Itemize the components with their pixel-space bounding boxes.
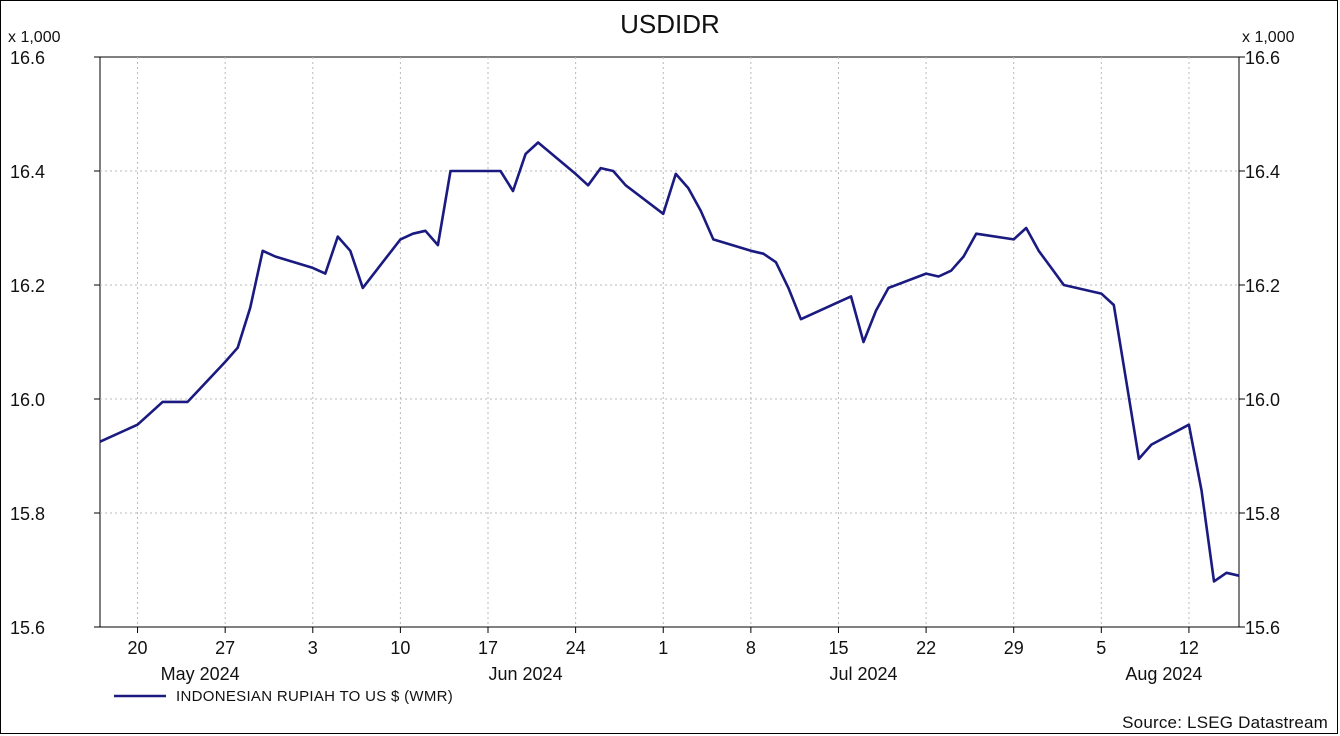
axes: 16.6 16.6 16.4 16.4 16.2 16.2 16.0 16.0 15.8 15.8… — [10, 48, 1280, 684]
legend-label: INDONESIAN RUPIAH TO US $ (WMR) — [176, 688, 453, 705]
y-tick-label-left: 15.6 — [10, 618, 45, 638]
x-tick-label: 8 — [746, 638, 756, 658]
x-tick-label: 1 — [658, 638, 668, 658]
x-month-label: Aug 2024 — [1125, 664, 1202, 684]
gridlines — [100, 57, 1239, 627]
x-tick-label: 17 — [478, 638, 498, 658]
y-tick-label-right: 16.2 — [1245, 276, 1280, 296]
y-tick-label-right: 15.6 — [1245, 618, 1280, 638]
y-tick-label-left: 16.4 — [10, 162, 45, 182]
y-tick-label-left: 15.8 — [10, 504, 45, 524]
x-tick-label: 12 — [1179, 638, 1199, 658]
y-tick-label-right: 16.0 — [1245, 390, 1280, 410]
y-tick-label-right: 15.8 — [1245, 504, 1280, 524]
x-tick-label: 29 — [1004, 638, 1024, 658]
y-tick-label-left: 16.0 — [10, 390, 45, 410]
y-tick-label-right: 16.4 — [1245, 162, 1280, 182]
x-tick-label: 20 — [128, 638, 148, 658]
x-month-label: May 2024 — [161, 664, 240, 684]
series-layer — [99, 141, 1240, 583]
series-line-0 — [99, 141, 1240, 583]
x-month-label: Jul 2024 — [829, 664, 897, 684]
plot-area — [99, 56, 1240, 628]
x-tick-label: 27 — [215, 638, 235, 658]
x-tick-label: 3 — [308, 638, 318, 658]
x-month-label: Jun 2024 — [489, 664, 563, 684]
y-tick-label-left: 16.6 — [10, 48, 45, 68]
y-tick-label-left: 16.2 — [10, 276, 45, 296]
x-tick-label: 24 — [566, 638, 586, 658]
source-note: Source: LSEG Datastream — [1122, 713, 1328, 732]
y-multiplier-left: x 1,000 — [8, 29, 61, 46]
y-tick-label-right: 16.6 — [1245, 48, 1280, 68]
x-tick-label: 10 — [390, 638, 410, 658]
x-tick-label: 5 — [1096, 638, 1106, 658]
chart-title: USDIDR — [620, 9, 720, 39]
y-multiplier-right: x 1,000 — [1242, 29, 1295, 46]
x-tick-label: 15 — [828, 638, 848, 658]
x-tick-label: 22 — [916, 638, 936, 658]
